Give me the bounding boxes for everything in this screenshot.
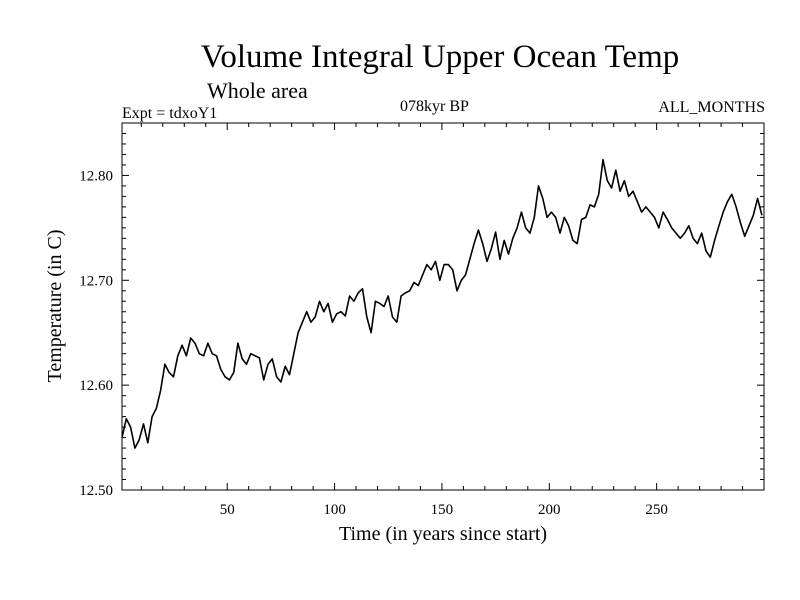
- x-tick-label: 150: [431, 502, 454, 518]
- axis-tick-labels: 50 100 150 200 250 12.50 12.60 12.70 12.80: [79, 168, 668, 518]
- y-axis-label: Temperature (in C): [44, 230, 66, 383]
- axis-ticks: [122, 123, 764, 490]
- months-label: ALL_MONTHS: [658, 99, 765, 116]
- chart-title: Volume Integral Upper Ocean Temp: [201, 39, 679, 75]
- x-axis-label: Time (in years since start): [339, 523, 547, 545]
- period-label: 078kyr BP: [400, 98, 469, 115]
- experiment-label: Expt = tdxoY1: [122, 105, 217, 122]
- chart-subtitle: Whole area: [207, 78, 308, 103]
- x-tick-label: 50: [220, 502, 235, 518]
- x-tick-label: 100: [323, 502, 346, 518]
- y-tick-label: 12.80: [79, 168, 113, 184]
- series-line-temperature: [121, 158, 763, 449]
- x-tick-label: 250: [645, 502, 668, 518]
- y-tick-label: 12.50: [79, 483, 113, 499]
- plot-frame: [121, 122, 765, 491]
- y-tick-label: 12.70: [79, 273, 113, 289]
- y-tick-label: 12.60: [79, 378, 113, 394]
- x-tick-label: 200: [538, 502, 561, 518]
